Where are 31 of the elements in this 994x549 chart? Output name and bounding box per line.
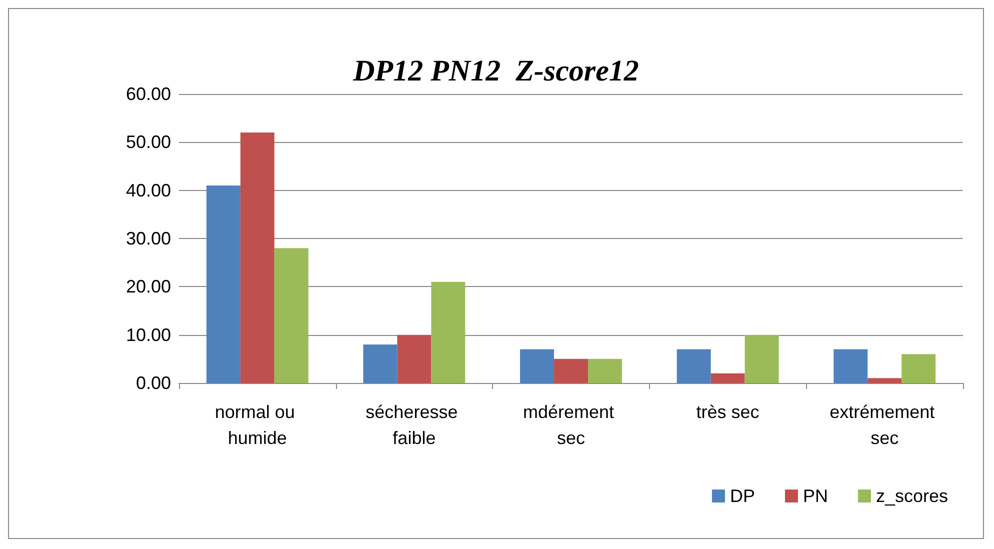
bar: [520, 349, 554, 383]
bar: [431, 282, 466, 383]
bar: [902, 354, 936, 383]
legend-label: PN: [802, 486, 828, 506]
bar: [868, 378, 902, 383]
legend-label: DP: [730, 486, 755, 506]
x-tick-label: mdérement sec: [522, 402, 620, 448]
x-tick-label: sécheresse faible: [366, 402, 463, 448]
y-tick-label: 60.00: [126, 84, 171, 104]
legend-label: z_scores: [876, 486, 948, 506]
bar: [206, 186, 240, 383]
y-tick-label: 20.00: [126, 276, 171, 297]
bar: [834, 349, 868, 383]
y-tick-label: 50.00: [126, 132, 171, 152]
bar: [363, 344, 398, 383]
y-tick-label: 30.00: [126, 228, 171, 248]
bar: [710, 373, 745, 383]
chart-title: DP12 PN12 Z-score12: [352, 54, 639, 88]
bar: [676, 349, 711, 383]
bar: [274, 248, 308, 383]
x-tick-label: normal ou humide: [214, 402, 300, 448]
bar: [397, 334, 432, 383]
y-tick-label: 10.00: [126, 324, 171, 345]
x-tick-label: très sec: [696, 402, 760, 422]
bar: [240, 132, 274, 383]
bar: [588, 358, 622, 383]
bar: [744, 334, 779, 383]
x-tick-label: extrémement sec: [830, 402, 940, 448]
y-tick-label: 40.00: [126, 180, 171, 200]
bar: [554, 358, 588, 383]
y-tick-label: 0.00: [136, 373, 171, 393]
